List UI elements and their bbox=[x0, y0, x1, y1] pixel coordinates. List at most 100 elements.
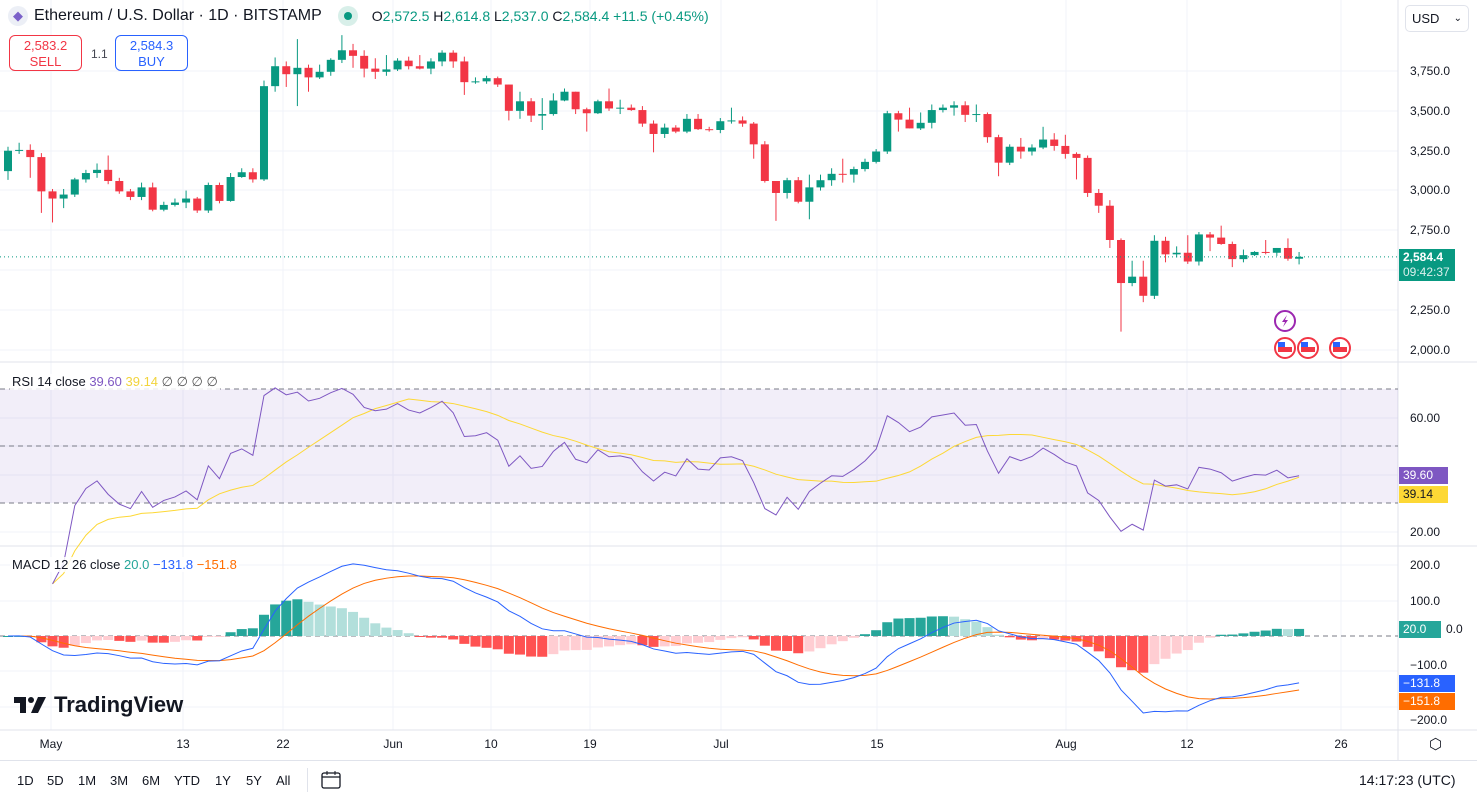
macd-line bbox=[7, 563, 1300, 714]
macd-histogram-bar bbox=[1260, 630, 1271, 636]
us-flag-canton bbox=[1333, 342, 1340, 347]
macd-histogram-bar bbox=[437, 636, 448, 638]
candle bbox=[1016, 146, 1025, 152]
buy-button[interactable]: 2,584.3 BUY bbox=[115, 35, 188, 71]
candle bbox=[382, 69, 391, 72]
macd-histogram-bar bbox=[526, 636, 537, 657]
price-axis-label: 2,000.0 bbox=[1410, 343, 1451, 357]
macd-histogram-bar bbox=[737, 636, 748, 638]
range-button-all[interactable]: All bbox=[276, 773, 291, 788]
macd-histogram-bar bbox=[370, 623, 381, 636]
ohlc-readout: O2,572.5 H2,614.8 L2,537.0 C2,584.4 +11.… bbox=[371, 8, 709, 24]
candle bbox=[471, 81, 480, 83]
macd-histogram-bar bbox=[1015, 636, 1026, 640]
macd-axis-label: 100.0 bbox=[1410, 594, 1441, 608]
macd-legend[interactable]: MACD 12 26 close 20.0 −131.8 −151.8 bbox=[10, 557, 239, 572]
macd-histogram-bar bbox=[949, 616, 960, 636]
range-button-5d[interactable]: 5D bbox=[47, 773, 64, 788]
macd-histogram-bar bbox=[1216, 634, 1227, 636]
macd-histogram-bar bbox=[815, 636, 826, 649]
macd-histogram-bar bbox=[693, 636, 704, 643]
candle bbox=[438, 52, 447, 62]
candle bbox=[1261, 251, 1270, 253]
time-axis-label: May bbox=[39, 737, 63, 751]
candle bbox=[1094, 192, 1103, 206]
time-axis-label: Jun bbox=[383, 737, 403, 751]
macd-histogram-bar bbox=[203, 636, 214, 637]
macd-histogram-bar bbox=[125, 636, 136, 642]
macd-histogram-bar bbox=[971, 621, 982, 636]
range-button-1m[interactable]: 1M bbox=[78, 773, 97, 788]
candle bbox=[415, 66, 424, 69]
range-button-3m[interactable]: 3M bbox=[110, 773, 129, 788]
macd-histogram-bar bbox=[1060, 636, 1071, 641]
rsi-axis-label: 20.00 bbox=[1410, 525, 1441, 539]
range-button-6m[interactable]: 6M bbox=[142, 773, 161, 788]
candle bbox=[972, 114, 981, 116]
macd-histogram-bar bbox=[982, 627, 993, 636]
candle bbox=[738, 120, 747, 124]
candle bbox=[582, 109, 591, 114]
candle bbox=[315, 71, 324, 78]
range-button-5y[interactable]: 5Y bbox=[246, 773, 262, 788]
candle bbox=[1217, 237, 1226, 244]
rsi-legend[interactable]: RSI 14 close 39.60 39.14 ∅ ∅ ∅ ∅ bbox=[10, 374, 220, 390]
candle bbox=[627, 107, 636, 111]
symbol-title[interactable]: Ethereum / U.S. Dollar · 1D · BITSTAMP bbox=[34, 7, 322, 24]
macd-histogram-bar bbox=[392, 630, 403, 636]
candle bbox=[1183, 252, 1192, 262]
candle bbox=[493, 78, 502, 85]
candle bbox=[1206, 234, 1215, 238]
currency-select[interactable]: USD ⌄ bbox=[1405, 5, 1469, 32]
macd-histogram-bar bbox=[103, 636, 114, 641]
macd-histogram-bar bbox=[336, 608, 347, 636]
range-button-ytd[interactable]: YTD bbox=[174, 773, 200, 788]
macd-histogram-bar bbox=[637, 636, 648, 646]
macd-histogram-bar bbox=[69, 636, 80, 646]
candle bbox=[148, 187, 157, 210]
range-button-1d[interactable]: 1D bbox=[17, 773, 34, 788]
macd-histogram-bar bbox=[192, 636, 203, 641]
date-range-icon[interactable] bbox=[320, 770, 342, 795]
us-flag-canton bbox=[1278, 342, 1285, 347]
candle bbox=[1283, 247, 1292, 259]
sell-button[interactable]: 2,583.2 SELL bbox=[9, 35, 82, 71]
candle bbox=[404, 60, 413, 67]
candle bbox=[549, 100, 558, 115]
candle bbox=[771, 181, 780, 193]
time-axis-label: Aug bbox=[1055, 737, 1077, 751]
candle bbox=[894, 113, 903, 120]
candle bbox=[794, 180, 803, 202]
macd-histogram-bar bbox=[704, 636, 715, 643]
candle bbox=[115, 181, 124, 192]
clock[interactable]: 14:17:23 (UTC) bbox=[1359, 772, 1456, 788]
macd-histogram-bar bbox=[136, 636, 147, 641]
settings-icon[interactable]: ⬡ bbox=[1429, 736, 1443, 753]
candle bbox=[59, 194, 68, 199]
candle bbox=[326, 59, 335, 72]
macd-histogram-bar bbox=[381, 627, 392, 636]
macd-histogram-bar bbox=[670, 636, 681, 647]
candle bbox=[1005, 146, 1014, 163]
macd-histogram-bar bbox=[225, 632, 236, 636]
tradingview-logo[interactable]: TradingView bbox=[14, 692, 183, 718]
macd-histogram-bar bbox=[181, 636, 192, 641]
chevron-down-icon: ⌄ bbox=[1453, 13, 1462, 24]
candle bbox=[660, 127, 669, 134]
macd-histogram-bar bbox=[481, 636, 492, 648]
candle bbox=[682, 118, 691, 132]
range-button-1y[interactable]: 1Y bbox=[215, 773, 231, 788]
candle bbox=[883, 113, 892, 152]
candle bbox=[649, 123, 658, 134]
price-axis-label: 2,750.0 bbox=[1410, 223, 1451, 237]
macd-histogram-bar bbox=[147, 636, 158, 643]
macd-histogram-bar bbox=[937, 616, 948, 636]
us-flag-stripes bbox=[1301, 347, 1315, 352]
candle bbox=[460, 61, 469, 83]
macd-histogram-bar bbox=[114, 636, 125, 641]
candle bbox=[360, 55, 369, 69]
chart-canvas[interactable] bbox=[0, 0, 1477, 760]
price-axis-label: 3,750.0 bbox=[1410, 64, 1451, 78]
market-status-icon[interactable] bbox=[337, 6, 358, 26]
chart-header: ◆ Ethereum / U.S. Dollar · 1D · BITSTAMP… bbox=[8, 6, 709, 26]
